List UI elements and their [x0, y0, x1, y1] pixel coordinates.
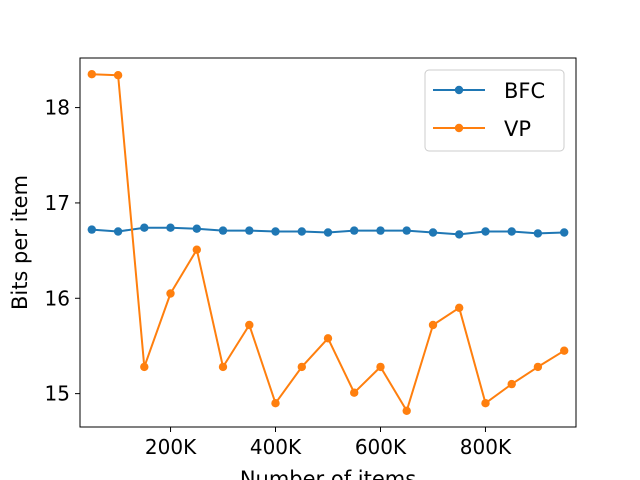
x-tick-label: 800K	[460, 435, 512, 459]
data-point-bfc	[560, 228, 569, 237]
data-point-bfc	[481, 227, 490, 236]
data-point-bfc	[455, 230, 464, 239]
data-point-bfc	[192, 224, 201, 233]
data-point-vp	[455, 303, 464, 312]
x-tick-label: 400K	[250, 435, 302, 459]
y-tick-label: 15	[45, 382, 70, 406]
data-point-vp	[87, 70, 97, 79]
series-layer	[87, 70, 569, 415]
data-point-vp	[140, 362, 149, 372]
data-point-vp	[350, 388, 359, 397]
legend-label-vp: VP	[504, 117, 531, 141]
data-point-vp	[192, 245, 201, 254]
legend: BFC VP	[424, 69, 565, 152]
y-axis-label: Bits per item	[8, 175, 32, 310]
data-point-vp	[297, 362, 306, 372]
legend-marker-bfc	[454, 85, 464, 95]
data-point-vp	[376, 362, 385, 372]
x-axis-label: Number of items	[240, 467, 416, 480]
data-point-bfc	[113, 227, 123, 236]
data-point-bfc	[350, 226, 359, 235]
data-point-bfc	[218, 226, 228, 235]
data-point-vp	[533, 362, 543, 372]
data-point-bfc	[271, 227, 280, 236]
y-tick-label: 18	[45, 96, 70, 120]
data-point-bfc	[323, 228, 333, 237]
data-point-vp	[323, 334, 333, 343]
data-point-bfc	[402, 226, 411, 235]
data-point-bfc	[428, 228, 438, 237]
data-point-vp	[428, 320, 438, 330]
data-point-vp	[507, 379, 516, 389]
data-point-bfc	[87, 225, 97, 234]
y-tick-label: 17	[45, 191, 70, 215]
plot-frame	[79, 57, 577, 428]
data-point-vp	[560, 346, 569, 355]
y-tick-label: 16	[45, 286, 70, 310]
data-point-vp	[245, 320, 254, 330]
data-point-bfc	[376, 226, 385, 235]
data-point-bfc	[166, 223, 175, 232]
data-point-vp	[166, 289, 175, 298]
legend-label-bfc: BFC	[504, 79, 545, 103]
data-point-bfc	[140, 223, 149, 232]
data-point-vp	[271, 399, 280, 408]
legend-entries: BFC VP	[433, 79, 545, 141]
data-point-vp	[402, 406, 411, 415]
data-point-bfc	[533, 229, 543, 238]
data-point-vp	[218, 362, 228, 372]
ticks-layer: 200K 400K 600K 800K 15 16 17 18	[45, 96, 512, 459]
data-point-vp	[481, 399, 490, 408]
legend-marker-vp	[454, 123, 464, 133]
x-tick-label: 200K	[145, 435, 197, 459]
data-point-bfc	[507, 227, 516, 236]
data-point-vp	[113, 71, 123, 80]
data-point-bfc	[245, 226, 254, 235]
x-tick-label: 600K	[355, 435, 407, 459]
data-point-bfc	[297, 227, 306, 236]
